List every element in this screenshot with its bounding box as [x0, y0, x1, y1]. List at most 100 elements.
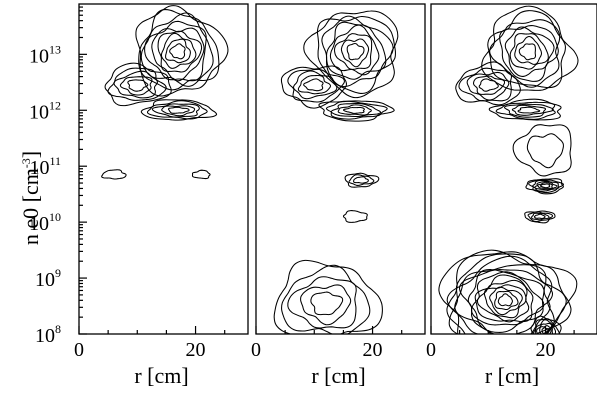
contour-line — [536, 322, 554, 334]
contour-line — [325, 100, 388, 120]
contour-line — [337, 104, 372, 116]
x-tick-label: 0 — [251, 339, 261, 361]
contour-line — [489, 19, 561, 88]
contour-line — [531, 212, 550, 221]
x-axis-title-left: r [cm] — [134, 363, 188, 388]
contour-line — [140, 12, 214, 87]
contour-line — [476, 279, 530, 323]
x-axis-title-middle: r [cm] — [311, 363, 365, 388]
contour-line — [318, 100, 395, 122]
panel-right-contours — [438, 5, 579, 334]
contour-line — [472, 75, 506, 95]
contour-line — [494, 290, 519, 311]
y-tick-label: 1013 — [29, 42, 61, 67]
x-tick-label: 0 — [74, 339, 84, 361]
x-tick-label: 0 — [426, 339, 436, 361]
contour-line — [287, 276, 357, 329]
contour-line — [342, 106, 365, 114]
contour-line — [101, 169, 127, 180]
panel-left-contours — [101, 5, 229, 180]
contour-line — [478, 78, 499, 92]
contour-line — [533, 213, 546, 220]
contour-line — [504, 26, 555, 77]
contour-line — [454, 264, 551, 334]
contour-line — [532, 318, 560, 334]
contour-line — [466, 71, 510, 101]
contour-line — [539, 325, 552, 334]
contour-line — [518, 43, 537, 61]
contour-line — [303, 10, 399, 99]
contour-line — [524, 210, 556, 224]
contour-line — [497, 293, 513, 307]
contour-line — [144, 20, 207, 82]
contour-line — [534, 180, 558, 191]
y-axis-title-end: ] — [18, 151, 43, 158]
contour-line — [483, 284, 527, 319]
x-tick-label: 20 — [363, 339, 383, 361]
contour-line — [526, 133, 564, 169]
contour-line — [488, 98, 562, 121]
contour-line — [455, 61, 521, 106]
contour-line — [287, 68, 345, 103]
y-tick-label: 1011 — [29, 154, 61, 179]
panel-middle-contours — [273, 10, 399, 334]
contour-line — [127, 79, 149, 92]
contour-line — [138, 9, 220, 91]
panel-right-frame — [430, 3, 597, 335]
contour-line — [119, 76, 153, 96]
contour-line — [316, 15, 396, 94]
contour-line — [273, 259, 383, 334]
contour-line — [329, 24, 380, 76]
contour-line — [300, 284, 352, 326]
panel-left: 0 20r [cm] — [74, 3, 249, 388]
panel-middle-frame — [255, 3, 426, 335]
contour-line — [536, 182, 553, 189]
x-tick-label: 20 — [535, 339, 555, 361]
contour-line — [348, 174, 375, 186]
contour-line — [527, 211, 554, 222]
contour-line — [160, 32, 197, 69]
contour-line — [157, 30, 203, 73]
contour-line — [489, 286, 523, 316]
contour-line — [161, 105, 196, 117]
contour-line — [140, 99, 218, 121]
contour-line — [107, 67, 167, 101]
contour-line — [448, 253, 567, 334]
contour-line — [474, 274, 534, 323]
contour-line — [530, 315, 562, 334]
panel-left-frame — [78, 3, 249, 335]
contour-line — [495, 101, 556, 120]
contour-line — [481, 5, 579, 91]
contour-line — [303, 78, 324, 92]
contour-line — [151, 103, 200, 118]
contour-line — [487, 10, 566, 89]
contour-line — [334, 33, 373, 70]
contour-line — [191, 169, 211, 180]
contour-line — [541, 327, 550, 334]
contour-line — [321, 15, 394, 88]
y-tick-label: 108 — [35, 322, 61, 347]
contour-line — [325, 21, 387, 80]
contour-line — [512, 124, 572, 177]
contour-line — [511, 104, 547, 116]
contour-line — [458, 67, 513, 102]
contour-line — [167, 106, 190, 114]
contour-line — [297, 74, 332, 95]
y-axis: n e0 [cm-3] 1013 1012 1011 1010 109 108 — [18, 6, 87, 347]
contour-line — [504, 103, 554, 118]
x-axis-title-right: r [cm] — [485, 363, 539, 388]
contour-line — [514, 35, 543, 65]
contour-line — [470, 271, 545, 326]
contour-line — [113, 70, 158, 99]
contour-line — [346, 42, 365, 61]
y-axis-title-main: n e0 [cm — [18, 168, 43, 245]
contour-line — [340, 38, 370, 68]
contour-line — [525, 178, 564, 195]
contour-line — [169, 43, 186, 60]
contour-line — [281, 264, 371, 334]
panel-middle: 0 20r [cm] — [251, 3, 426, 388]
contour-line — [509, 33, 549, 70]
panels-group: 0 20r [cm]0 20r [cm]0 20r [cm] — [74, 3, 597, 388]
contour-line — [499, 25, 559, 82]
